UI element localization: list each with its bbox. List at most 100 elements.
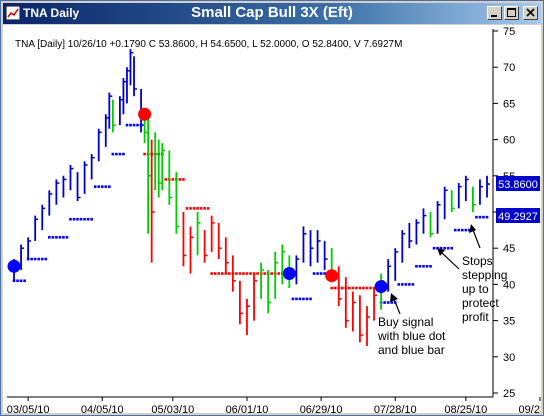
stop-dot-up (453, 228, 457, 232)
stop-dot-up (125, 123, 129, 127)
minimize-button[interactable] (487, 6, 502, 20)
x-tick-label: 06/01/10 (226, 404, 269, 413)
stop-dot-up (37, 257, 41, 261)
stop-dot-up (83, 217, 86, 221)
buy-annotation-line-3: and blue bar (378, 343, 445, 357)
stop-dot-up (122, 152, 125, 156)
y-tick-label: 30 (503, 352, 515, 364)
stop-dot-down (189, 207, 192, 210)
stop-dot-down (351, 286, 355, 290)
stop-dot-up (97, 185, 101, 188)
x-tick-label: 09/23/10 (519, 404, 541, 413)
stop-dot-down (192, 207, 196, 210)
stop-dot-up (118, 152, 122, 156)
stop-dot-down (330, 286, 333, 290)
stop-dot-down (213, 272, 217, 275)
stop-dot-up (305, 297, 309, 301)
buy-annotation-line-2: with blue dot (377, 329, 446, 343)
minimize-icon (491, 15, 497, 17)
stop-dot-up (461, 228, 464, 232)
stop-dot-up (383, 301, 386, 304)
stops-arrow-right-head (469, 224, 476, 233)
buy-annotation-line-1: Buy signal (378, 315, 433, 329)
stop-dot-down (220, 272, 224, 275)
y-tick-label: 40 (503, 279, 515, 291)
close-button[interactable] (523, 6, 538, 20)
stop-dot-up (418, 265, 422, 268)
stop-dot-down (238, 272, 242, 275)
stop-dot-down (333, 286, 337, 290)
stop-level-label: 49.2927 (496, 208, 540, 223)
chart-app-icon (6, 6, 20, 20)
stop-dot-down (196, 207, 199, 210)
stop-dot-up (482, 215, 485, 219)
stop-dot-up (76, 217, 79, 221)
stop-dot-up (443, 246, 446, 250)
stop-dot-down (245, 272, 249, 275)
stop-dot-up (115, 152, 118, 156)
stop-dot-up (468, 228, 471, 232)
stop-dot-up (86, 217, 90, 221)
chart-area: TNA [Daily] 10/26/10 +0.1790 C 53.8600, … (3, 25, 541, 413)
stop-dot-down (256, 272, 259, 275)
stop-dot-up (108, 185, 111, 188)
buy-signal-annotation: Buy signal with blue dot and blue bar (377, 293, 446, 357)
stop-dot-up (422, 265, 425, 268)
stop-dot-down (178, 178, 182, 181)
stop-dot-up (397, 283, 401, 286)
stop-dot-up (129, 123, 132, 127)
stops-annotation-line-4: protect (462, 296, 499, 310)
stop-dot-up (132, 123, 136, 127)
title-bar[interactable]: TNA Daily Small Cap Bull 3X (Eft) (3, 3, 541, 24)
stop-dot-up (100, 185, 104, 188)
stop-dot-up (72, 217, 76, 221)
buy-signal-dot (374, 280, 388, 294)
plot-area (7, 49, 491, 346)
maximize-button[interactable] (504, 6, 519, 20)
y-tick-label: 65 (503, 98, 515, 110)
stops-arrow-left (440, 251, 460, 270)
maximize-icon (507, 8, 516, 17)
stop-dot-down (210, 272, 213, 275)
stop-dot-down (217, 272, 221, 275)
stop-dot-up (295, 297, 298, 301)
stop-dot-up (291, 297, 295, 301)
x-tick-label: 03/05/10 (7, 404, 50, 413)
buy-annotation-arrow (393, 298, 401, 315)
stop-dot-up (298, 297, 302, 301)
y-tick-label: 45 (503, 243, 515, 255)
stop-dot-up (464, 228, 468, 232)
stop-dot-up (429, 265, 432, 268)
stops-annotation: Stops stepping up to protect profit (437, 224, 507, 324)
stop-dot-up (408, 283, 411, 286)
stop-dot-down (242, 272, 245, 275)
stop-dot-down (228, 272, 231, 275)
x-tick-label: 08/25/10 (444, 404, 487, 413)
stop-dot-down (199, 207, 203, 210)
stop-dot-down (182, 178, 185, 181)
stop-dot-up (478, 215, 482, 219)
stop-level-value: 49.2927 (498, 211, 538, 223)
stop-dot-down (224, 272, 228, 275)
x-axis: 03/05/10 04/05/10 05/03/10 06/01/10 06/29/10… (7, 396, 541, 413)
x-tick-label: 07/28/10 (374, 404, 417, 413)
stop-dot-up (312, 272, 316, 275)
stop-dot-up (58, 236, 62, 239)
buy-arrow-head (390, 293, 398, 302)
stop-dot-up (411, 283, 415, 286)
price-chart: TNA [Daily] 10/26/10 +0.1790 C 53.8600, … (7, 26, 541, 413)
stop-dot-down (355, 286, 358, 290)
stop-dot-up (30, 257, 33, 261)
stops-annotation-line-1: Stops (462, 254, 493, 268)
stops-arrow-left-head (437, 248, 445, 256)
buy-signal-dot (282, 267, 296, 281)
stops-annotation-line-2: stepping (462, 268, 507, 282)
stop-dot-up (323, 272, 326, 275)
stop-dot-up (48, 236, 51, 239)
last-close-label: 53.8600 (496, 176, 540, 191)
stop-dot-down (270, 272, 273, 275)
y-tick-label: 70 (503, 62, 515, 74)
stop-dot-down (206, 207, 210, 210)
stop-dot-up (425, 265, 429, 268)
x-tick-label: 04/05/10 (81, 404, 124, 413)
